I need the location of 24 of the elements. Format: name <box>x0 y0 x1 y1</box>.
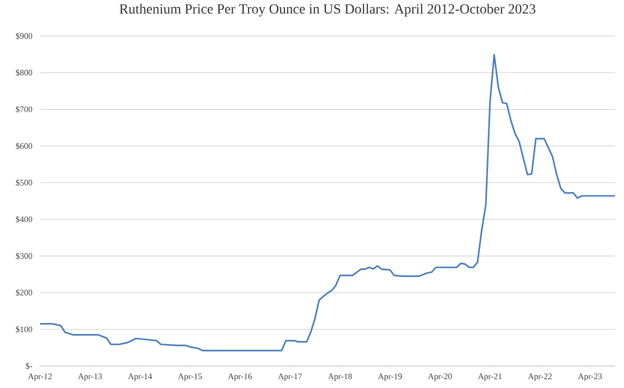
chart-title: Ruthenium Price Per Troy Ounce in US Dollars: April 2012-October 2023 <box>120 4 536 17</box>
y-tick-label: $700 <box>16 106 32 113</box>
x-tick-label: Apr-20 <box>428 374 452 381</box>
y-tick-label: $800 <box>16 69 32 76</box>
x-tick-label: Apr-23 <box>578 374 602 381</box>
y-tick-label: $600 <box>16 142 32 150</box>
y-tick-label: $100 <box>16 326 32 333</box>
y-tick-label: $- <box>26 362 32 370</box>
y-tick-label: $500 <box>16 179 32 186</box>
x-tick-label: Apr-22 <box>528 374 552 381</box>
y-tick-label: $300 <box>16 252 32 260</box>
x-tick-label: Apr-12 <box>28 374 52 381</box>
x-tick-label: Apr-17 <box>278 374 302 381</box>
x-tick-label: Apr-15 <box>178 374 202 381</box>
line-series <box>40 54 616 352</box>
x-tick-label: Apr-18 <box>328 374 352 381</box>
x-tick-label: Apr-19 <box>378 374 402 381</box>
x-tick-label: Apr-21 <box>478 374 502 381</box>
x-tick-label: Apr-13 <box>78 374 102 381</box>
x-tick-label: Apr-14 <box>128 374 152 381</box>
y-tick-label: $900 <box>16 32 32 40</box>
y-tick-label: $200 <box>16 289 32 296</box>
x-tick-label: Apr-16 <box>228 374 252 381</box>
y-tick-label: $400 <box>16 216 32 223</box>
